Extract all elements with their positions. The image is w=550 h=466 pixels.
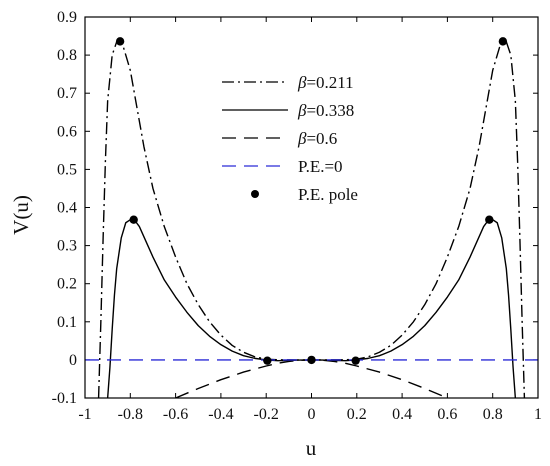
legend-marker-pe-pole <box>251 190 259 198</box>
pole-point <box>485 215 494 224</box>
tick-layer: -1 -0.8 -0.6 -0.4 -0.2 0 0.2 0.4 0.6 0.8 1 -0.1 0 0.1… <box>52 9 542 423</box>
x-tick-label: -0.8 <box>118 406 143 423</box>
plot-frame <box>84 16 539 399</box>
y-tick-label: 0.6 <box>57 123 77 140</box>
series-layer <box>85 40 538 398</box>
y-tick-label: 0.8 <box>57 47 77 64</box>
legend-label-beta-06: β=0.6 <box>297 129 337 148</box>
poles-layer <box>115 37 508 365</box>
x-tick-label: 0.6 <box>437 406 457 423</box>
y-tick-label: 0.9 <box>57 9 77 26</box>
x-tick-label: -0.4 <box>208 406 233 423</box>
series-line-beta-0338 <box>106 218 517 398</box>
series-line-beta-0211 <box>97 40 526 398</box>
y-tick-label: 0.1 <box>57 314 77 331</box>
legend-label-beta-0211: β=0.211 <box>297 73 354 92</box>
pole-point <box>263 356 272 365</box>
y-tick-label: -0.1 <box>52 390 77 407</box>
pole-point <box>129 215 138 224</box>
y-tick-label: 0.5 <box>57 161 77 178</box>
x-tick-label: -0.6 <box>163 406 188 423</box>
pole-point <box>351 356 360 365</box>
pole-point <box>115 37 125 46</box>
y-tick-label: 0.3 <box>57 238 77 255</box>
legend-label-pe-pole: P.E. pole <box>298 185 358 204</box>
y-tick-label: 0.7 <box>57 85 77 102</box>
legend-label-beta-0338: β=0.338 <box>297 101 354 120</box>
x-tick-label: 1 <box>534 406 542 423</box>
x-tick-label: 0.8 <box>483 406 503 423</box>
legend: β=0.211 β=0.338 β=0.6 P.E.=0 P.E. pole <box>222 73 358 204</box>
x-tick-label: 0.2 <box>347 406 367 423</box>
series-line-beta-06 <box>175 359 448 398</box>
y-tick-label: 0.2 <box>57 276 77 293</box>
y-tick-label: 0.4 <box>57 200 77 217</box>
y-axis-label: V(u) <box>9 195 33 235</box>
x-tick-label: 0.4 <box>392 406 412 423</box>
pole-point <box>498 37 508 46</box>
legend-label-pe-zero: P.E.=0 <box>298 157 343 176</box>
x-axis-label: u <box>306 436 317 460</box>
pole-point <box>307 355 316 365</box>
y-tick-label: 0 <box>69 352 77 369</box>
x-tick-label: 0 <box>308 406 316 423</box>
x-tick-label: -1 <box>78 406 91 423</box>
x-tick-label: -0.2 <box>254 406 279 423</box>
